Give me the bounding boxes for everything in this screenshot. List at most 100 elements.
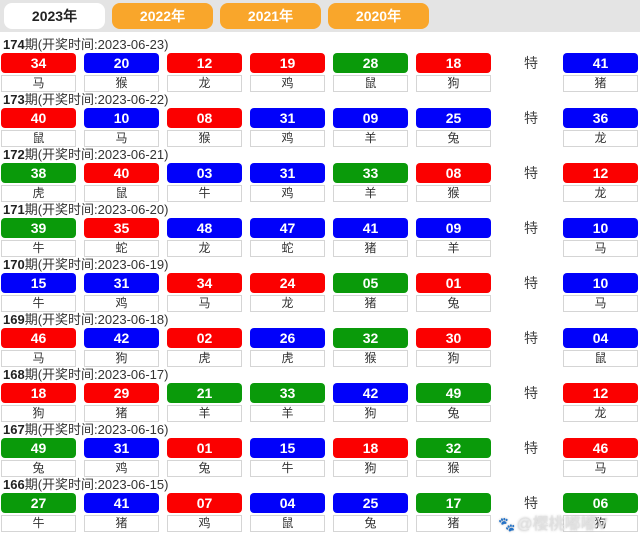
ball-zodiac-label: 虎 bbox=[250, 350, 325, 367]
ball-cell: 19 鸡 bbox=[250, 53, 325, 92]
special-marker: 特 bbox=[524, 110, 538, 126]
period-number: 168 bbox=[3, 367, 25, 382]
ball-cell: 12 龙 bbox=[167, 53, 242, 92]
period-draw-time: 期(开奖时间:2023-06-20) bbox=[24, 202, 169, 217]
ball-number: 46 bbox=[1, 328, 76, 348]
ball-cell: 08 猴 bbox=[167, 108, 242, 147]
ball-cell: 34 马 bbox=[167, 273, 242, 312]
ball-zodiac-label: 鸡 bbox=[250, 130, 325, 147]
ball-cell: 32 猴 bbox=[416, 438, 491, 477]
ball-cell: 34 马 bbox=[1, 53, 76, 92]
ball-zodiac-label: 鼠 bbox=[250, 515, 325, 532]
ball-number: 15 bbox=[1, 273, 76, 293]
ball-zodiac-label: 狗 bbox=[416, 75, 491, 92]
ball-cell: 08 猴 bbox=[416, 163, 491, 202]
ball-zodiac-label: 马 bbox=[563, 295, 638, 312]
period-number: 173 bbox=[3, 92, 25, 107]
special-ball-cell: 10 马 bbox=[563, 273, 638, 312]
period-label: 170期(开奖时间:2023-06-19) bbox=[0, 257, 640, 273]
ball-number: 40 bbox=[84, 163, 159, 183]
period-number: 169 bbox=[3, 312, 25, 327]
ball-cell: 27 牛 bbox=[1, 493, 76, 532]
ball-number: 12 bbox=[167, 53, 242, 73]
ball-number: 28 bbox=[333, 53, 408, 73]
ball-number: 41 bbox=[333, 218, 408, 238]
special-ball-cell: 12 龙 bbox=[563, 383, 638, 422]
period-draw-time: 期(开奖时间:2023-06-19) bbox=[24, 257, 169, 272]
balls-row: 49 兔 31 鸡 01 兔 15 牛 18 狗 32 猴 特 46 马 bbox=[0, 438, 640, 477]
ball-number: 34 bbox=[167, 273, 242, 293]
period-draw-time: 期(开奖时间:2023-06-18) bbox=[24, 312, 169, 327]
ball-zodiac-label: 羊 bbox=[333, 130, 408, 147]
special-ball-cell: 06 狗 bbox=[563, 493, 638, 532]
ball-number: 25 bbox=[416, 108, 491, 128]
special-ball-cell: 41 猪 bbox=[563, 53, 638, 92]
ball-zodiac-label: 猴 bbox=[416, 185, 491, 202]
ball-zodiac-label: 蛇 bbox=[250, 240, 325, 257]
ball-cell: 17 猪 bbox=[416, 493, 491, 532]
ball-zodiac-label: 龙 bbox=[563, 405, 638, 422]
tab-year-2021[interactable]: 2021年 bbox=[220, 3, 321, 29]
ball-zodiac-label: 狗 bbox=[1, 405, 76, 422]
ball-number: 31 bbox=[84, 273, 159, 293]
ball-cell: 07 鸡 bbox=[167, 493, 242, 532]
ball-zodiac-label: 兔 bbox=[1, 460, 76, 477]
ball-cell: 01 兔 bbox=[167, 438, 242, 477]
ball-zodiac-label: 牛 bbox=[167, 185, 242, 202]
ball-number: 33 bbox=[250, 383, 325, 403]
ball-zodiac-label: 羊 bbox=[416, 240, 491, 257]
balls-row: 34 马 20 猴 12 龙 19 鸡 28 鼠 18 狗 特 41 猪 bbox=[0, 53, 640, 92]
ball-cell: 09 羊 bbox=[333, 108, 408, 147]
special-ball-cell: 10 马 bbox=[563, 218, 638, 257]
ball-zodiac-label: 虎 bbox=[167, 350, 242, 367]
ball-number: 24 bbox=[250, 273, 325, 293]
ball-zodiac-label: 龙 bbox=[563, 130, 638, 147]
draw-block: 170期(开奖时间:2023-06-19) 15 牛 31 鸡 34 马 24 龙 05 猪 01 兔 特… bbox=[0, 257, 640, 312]
draw-block: 171期(开奖时间:2023-06-20) 39 牛 35 蛇 48 龙 47 蛇 41 猪 09 羊 特… bbox=[0, 202, 640, 257]
balls-row: 18 狗 29 猪 21 羊 33 羊 42 狗 49 兔 特 12 龙 bbox=[0, 383, 640, 422]
period-draw-time: 期(开奖时间:2023-06-15) bbox=[24, 477, 169, 492]
draw-block: 173期(开奖时间:2023-06-22) 40 鼠 10 马 08 猴 31 鸡 09 羊 25 兔 特… bbox=[0, 92, 640, 147]
ball-cell: 47 蛇 bbox=[250, 218, 325, 257]
ball-number: 48 bbox=[167, 218, 242, 238]
ball-number: 39 bbox=[1, 218, 76, 238]
ball-number: 20 bbox=[84, 53, 159, 73]
ball-number: 30 bbox=[416, 328, 491, 348]
ball-number: 34 bbox=[1, 53, 76, 73]
ball-number: 17 bbox=[416, 493, 491, 513]
ball-number: 35 bbox=[84, 218, 159, 238]
tab-year-2020[interactable]: 2020年 bbox=[328, 3, 429, 29]
ball-number: 18 bbox=[1, 383, 76, 403]
ball-zodiac-label: 狗 bbox=[333, 460, 408, 477]
ball-number: 41 bbox=[563, 53, 638, 73]
ball-number: 12 bbox=[563, 383, 638, 403]
period-draw-time: 期(开奖时间:2023-06-16) bbox=[24, 422, 169, 437]
ball-number: 46 bbox=[563, 438, 638, 458]
balls-row: 40 鼠 10 马 08 猴 31 鸡 09 羊 25 兔 特 36 龙 bbox=[0, 108, 640, 147]
draw-block: 168期(开奖时间:2023-06-17) 18 狗 29 猪 21 羊 33 羊 42 狗 49 兔 特… bbox=[0, 367, 640, 422]
tab-year-2023[interactable]: 2023年 bbox=[4, 3, 105, 29]
ball-cell: 42 狗 bbox=[84, 328, 159, 367]
ball-zodiac-label: 龙 bbox=[563, 185, 638, 202]
ball-number: 06 bbox=[563, 493, 638, 513]
period-number: 172 bbox=[3, 147, 25, 162]
ball-number: 36 bbox=[563, 108, 638, 128]
special-marker: 特 bbox=[524, 55, 538, 71]
ball-cell: 38 虎 bbox=[1, 163, 76, 202]
ball-zodiac-label: 鸡 bbox=[250, 185, 325, 202]
period-draw-time: 期(开奖时间:2023-06-17) bbox=[24, 367, 169, 382]
ball-zodiac-label: 马 bbox=[563, 460, 638, 477]
draw-block: 174期(开奖时间:2023-06-23) 34 马 20 猴 12 龙 19 鸡 28 鼠 18 狗 特… bbox=[0, 37, 640, 92]
draw-block: 166期(开奖时间:2023-06-15) 27 牛 41 猪 07 鸡 04 鼠 25 兔 17 猪 特… bbox=[0, 477, 640, 532]
tab-year-2022[interactable]: 2022年 bbox=[112, 3, 213, 29]
ball-number: 02 bbox=[167, 328, 242, 348]
ball-number: 32 bbox=[416, 438, 491, 458]
ball-zodiac-label: 鸡 bbox=[84, 460, 159, 477]
period-label: 174期(开奖时间:2023-06-23) bbox=[0, 37, 640, 53]
ball-zodiac-label: 马 bbox=[563, 240, 638, 257]
ball-zodiac-label: 鼠 bbox=[84, 185, 159, 202]
ball-cell: 02 虎 bbox=[167, 328, 242, 367]
ball-zodiac-label: 猪 bbox=[563, 75, 638, 92]
period-label: 171期(开奖时间:2023-06-20) bbox=[0, 202, 640, 218]
ball-number: 01 bbox=[167, 438, 242, 458]
